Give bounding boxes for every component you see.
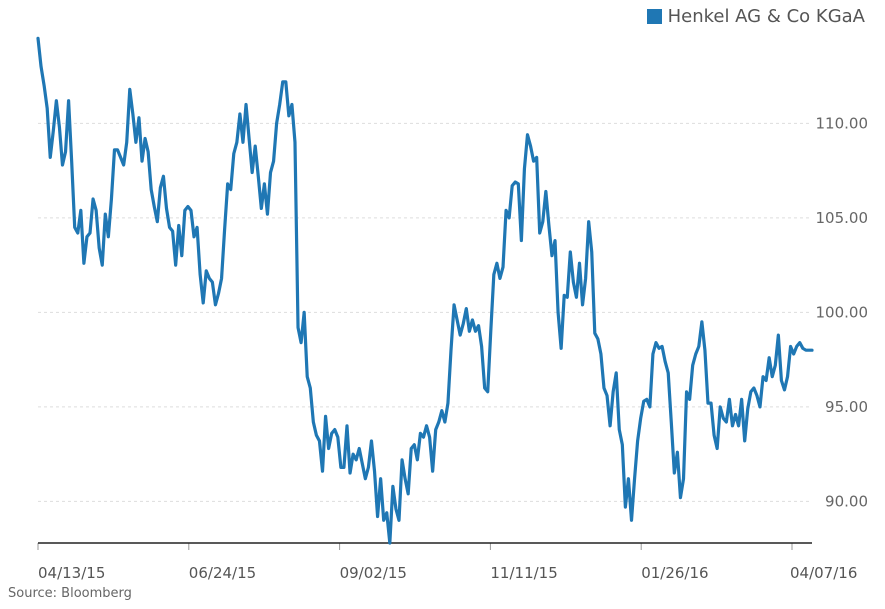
legend: Henkel AG & Co KGaA [646, 6, 865, 27]
y-tick-label: 105.00 [816, 209, 869, 227]
x-tick-label: 09/02/15 [340, 564, 407, 582]
y-axis-ticks: 90.00 95.00 100.00 105.00 110.00 [816, 114, 869, 510]
y-tick-label: 90.00 [825, 492, 868, 510]
x-tick-label: 06/24/15 [189, 564, 256, 582]
y-tick-label: 100.00 [816, 303, 869, 321]
x-tick-label: 04/13/15 [38, 564, 105, 582]
series-line-henkel [36, 36, 814, 545]
source-note: Source: Bloomberg [8, 586, 132, 601]
x-tick-label: 01/26/16 [641, 564, 708, 582]
legend-swatch [646, 9, 662, 24]
series-group [36, 36, 814, 545]
x-axis-ticks: 04/13/15 06/24/15 09/02/15 11/11/15 01/26/16… [37, 543, 857, 582]
legend-label: Henkel AG & Co KGaA [667, 6, 865, 27]
x-tick-label: 11/11/15 [490, 564, 557, 582]
gridlines [38, 122, 812, 502]
y-tick-label: 95.00 [825, 398, 868, 416]
y-tick-label: 110.00 [816, 114, 869, 132]
x-tick-label: 04/07/16 [790, 564, 857, 582]
